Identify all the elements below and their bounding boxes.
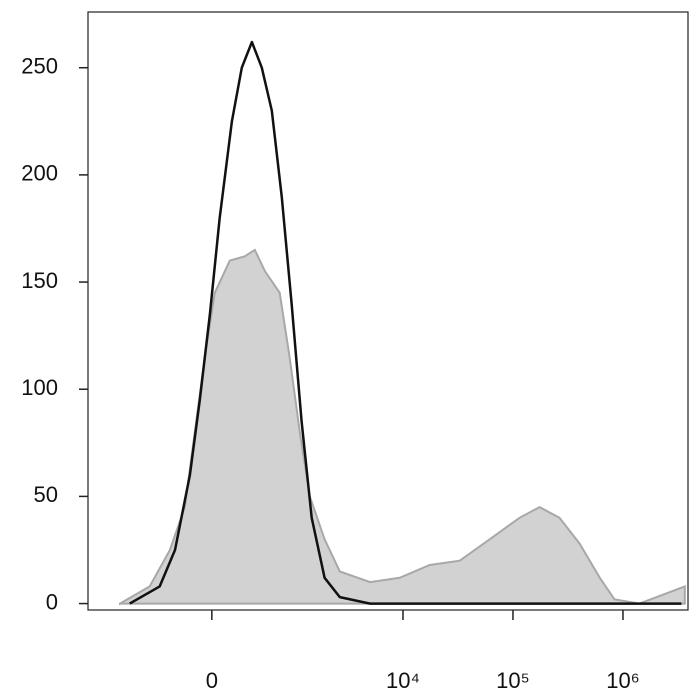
x-tick-label: 10⁴ (386, 668, 420, 693)
histogram-line (129, 40, 682, 605)
y-tick-label: 200 (21, 161, 58, 186)
x-tick-label: 0 (206, 668, 218, 693)
x-tick-label: 10⁶ (606, 668, 640, 693)
plot-frame (87, 11, 689, 611)
y-tick-label: 250 (21, 54, 58, 79)
y-tick-label: 100 (21, 375, 58, 400)
y-tick-label: 150 (21, 268, 58, 293)
x-tick-label: 10⁵ (496, 668, 530, 693)
y-tick-label: 50 (34, 482, 58, 507)
y-tick-label: 0 (46, 589, 58, 614)
histogram-area (119, 248, 686, 606)
